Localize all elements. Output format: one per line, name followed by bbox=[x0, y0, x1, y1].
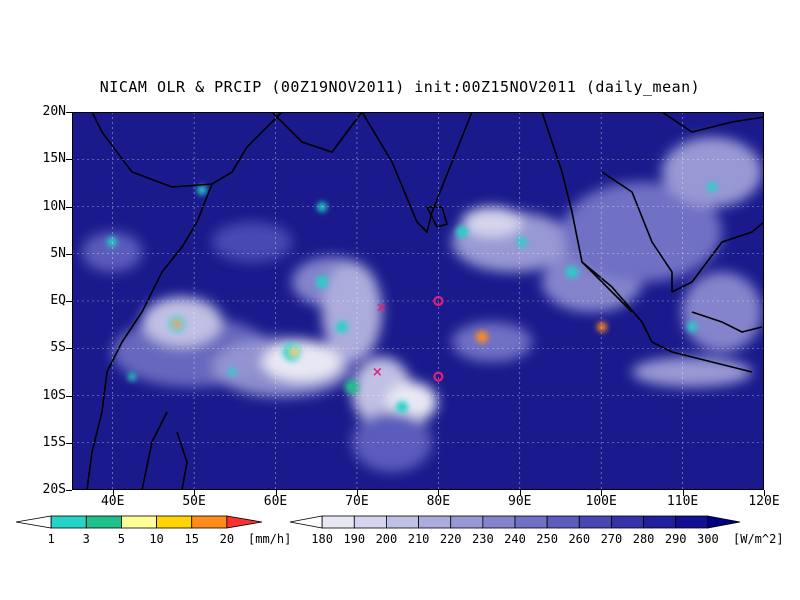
precip-legend-label: 3 bbox=[82, 532, 90, 546]
lat-tick bbox=[66, 206, 72, 208]
olr-legend-label: 250 bbox=[536, 532, 558, 546]
lat-tick bbox=[66, 395, 72, 397]
lon-tick-label: 100E bbox=[585, 494, 617, 509]
precip-legend-swatch bbox=[85, 515, 122, 529]
olr-legend-swatch bbox=[611, 515, 644, 529]
olr-legend-label: 280 bbox=[632, 532, 655, 546]
graticule bbox=[72, 112, 764, 490]
lon-tick bbox=[764, 490, 765, 496]
lon-tick bbox=[112, 490, 114, 496]
olr-legend-swatch bbox=[675, 515, 709, 529]
olr-legend-label: 240 bbox=[504, 532, 526, 546]
olr-legend-label: 290 bbox=[664, 532, 687, 546]
lat-tick-label: 15S bbox=[42, 434, 66, 450]
olr-legend-swatch bbox=[514, 515, 548, 529]
figure-title: NICAM OLR & PRCIP (00Z19NOV2011) init:00… bbox=[99, 78, 701, 96]
precip-legend-label: 5 bbox=[117, 532, 126, 546]
lat-tick bbox=[66, 490, 72, 491]
lon-tick bbox=[601, 490, 603, 496]
map-panel: × × bbox=[72, 112, 764, 490]
olr-legend-swatch bbox=[643, 515, 677, 529]
lon-tick bbox=[438, 490, 440, 496]
olr-precip-map: ×× bbox=[72, 112, 764, 490]
olr-legend-swatch bbox=[707, 515, 741, 529]
olr-legend-swatch bbox=[482, 515, 516, 529]
precip-legend-swatch bbox=[156, 515, 193, 529]
olr-legend-label: 230 bbox=[472, 532, 494, 546]
x-marker: × bbox=[376, 301, 387, 316]
precip-field bbox=[107, 182, 717, 413]
lon-tick-label: 90E bbox=[508, 494, 532, 509]
precip-legend-label: 10 bbox=[149, 532, 164, 546]
precip-legend-swatch bbox=[191, 515, 228, 529]
precip-legend-label: 20 bbox=[219, 532, 235, 546]
lon-tick-label: 70E bbox=[345, 494, 369, 509]
olr-legend-swatch bbox=[321, 515, 355, 529]
x-marker: × bbox=[372, 365, 383, 380]
storm-markers: ×× bbox=[372, 295, 444, 382]
lat-tick bbox=[66, 442, 72, 444]
olr-legend-label: 220 bbox=[439, 532, 462, 546]
precip-legend-swatch bbox=[226, 515, 263, 529]
olr-legend-label: 200 bbox=[375, 532, 398, 546]
olr-legend-swatch bbox=[353, 515, 387, 529]
lon-tick-label: 110E bbox=[666, 494, 699, 509]
lat-tick bbox=[66, 112, 72, 113]
precip-legend-swatch bbox=[121, 515, 157, 529]
olr-legend-unit: [W/m^2] bbox=[733, 532, 784, 546]
lon-tick-label: 60E bbox=[263, 494, 288, 509]
olr-legend-swatch bbox=[418, 515, 452, 529]
lon-tick bbox=[682, 490, 684, 496]
o-marker bbox=[433, 371, 444, 382]
olr-legend-swatch bbox=[578, 515, 612, 529]
lon-tick bbox=[356, 490, 358, 496]
olr-legend-label: 190 bbox=[343, 532, 366, 546]
olr-legend-label: 180 bbox=[311, 532, 333, 546]
lat-tick-label: 20N bbox=[42, 104, 66, 119]
lat-tick bbox=[66, 159, 72, 161]
lon-tick-label: 50E bbox=[182, 494, 206, 509]
olr-legend-swatch bbox=[386, 515, 419, 529]
lat-tick-label: 10S bbox=[42, 387, 66, 403]
lon-tick bbox=[275, 490, 277, 496]
lat-tick bbox=[66, 253, 72, 255]
precip-legend-label: 15 bbox=[184, 532, 199, 546]
precip-legend-swatch bbox=[15, 515, 52, 529]
lat-tick-label: EQ bbox=[50, 293, 66, 308]
lat-tick-label: 5N bbox=[50, 245, 66, 261]
lat-tick-label: 15N bbox=[42, 151, 66, 167]
lon-tick bbox=[194, 490, 196, 496]
coastlines bbox=[86, 112, 764, 490]
olr-legend-label: 270 bbox=[600, 532, 623, 546]
lat-tick-label: 20S bbox=[42, 482, 66, 497]
olr-legend-swatch bbox=[450, 515, 484, 529]
precip-legend-swatch bbox=[50, 515, 87, 529]
lon-tick-label: 40E bbox=[100, 494, 125, 509]
olr-legend-label: 210 bbox=[407, 532, 430, 546]
lon-tick-label: 120E bbox=[748, 494, 780, 509]
olr-legend-swatch bbox=[546, 515, 580, 529]
olr-legend-label: 300 bbox=[697, 532, 719, 546]
lon-tick bbox=[519, 490, 521, 496]
lat-tick bbox=[66, 348, 72, 350]
o-marker bbox=[433, 295, 444, 307]
olr-legend-swatch bbox=[289, 515, 323, 529]
precip-legend-unit: [mm/h] bbox=[248, 532, 292, 546]
lat-tick-label: 5S bbox=[50, 340, 66, 356]
lat-tick-label: 10N bbox=[42, 198, 66, 214]
lon-tick-label: 80E bbox=[426, 494, 451, 509]
olr-legend-label: 260 bbox=[568, 532, 591, 546]
lat-tick bbox=[66, 301, 72, 302]
precip-legend-label: 1 bbox=[47, 532, 55, 546]
legend-bars bbox=[15, 515, 741, 529]
